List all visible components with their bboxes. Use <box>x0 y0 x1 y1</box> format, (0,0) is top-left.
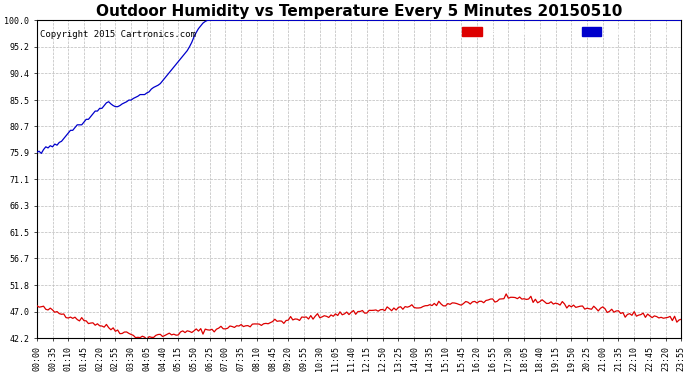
Legend: Temperature (°F), Humidity (%): Temperature (°F), Humidity (%) <box>460 25 676 39</box>
Text: Copyright 2015 Cartronics.com: Copyright 2015 Cartronics.com <box>40 30 196 39</box>
Title: Outdoor Humidity vs Temperature Every 5 Minutes 20150510: Outdoor Humidity vs Temperature Every 5 … <box>96 4 622 19</box>
